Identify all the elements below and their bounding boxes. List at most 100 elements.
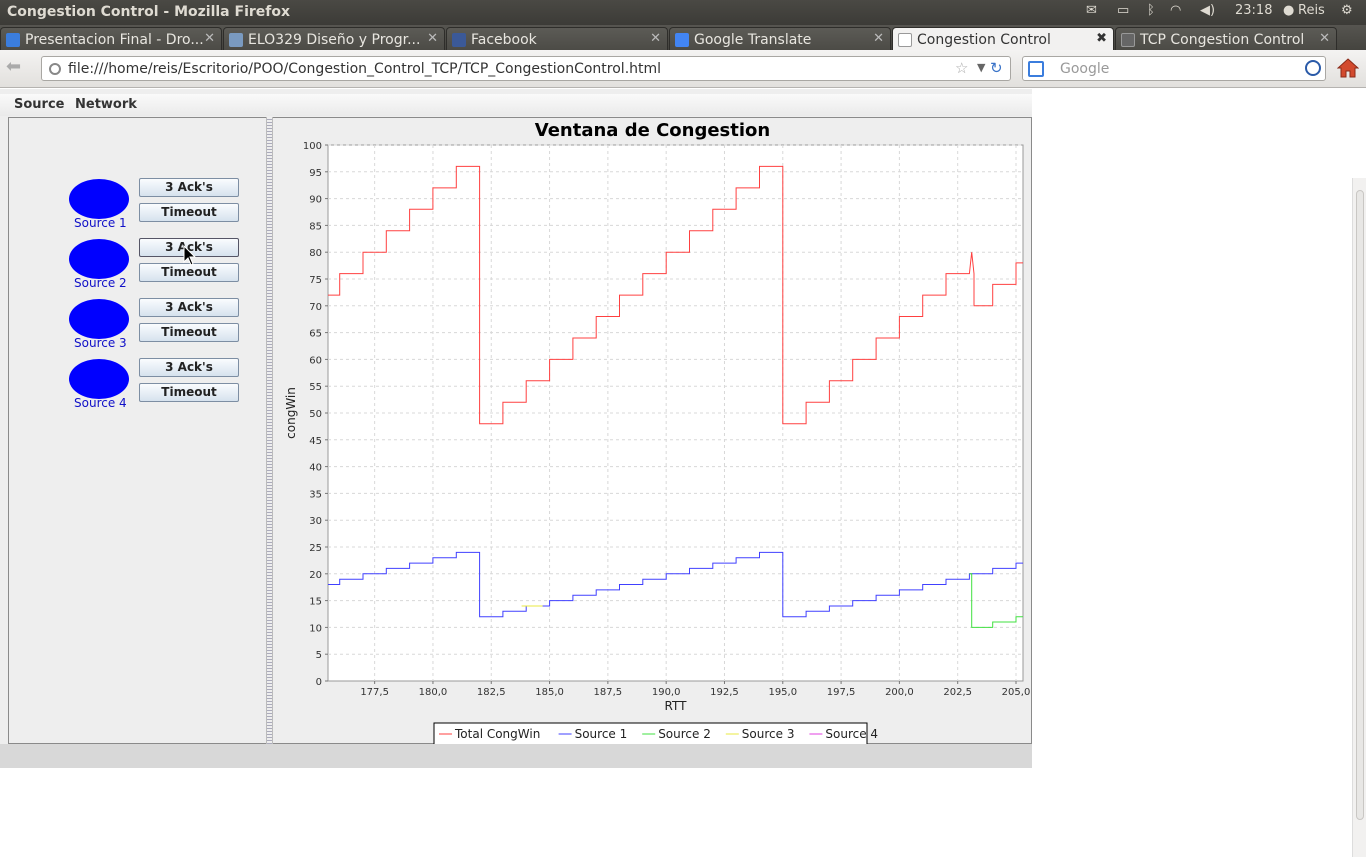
tab-facebook[interactable]: Facebook ✕ — [446, 27, 668, 50]
source-1-timeout-button[interactable]: Timeout — [139, 203, 239, 222]
close-icon[interactable]: ✕ — [650, 31, 661, 46]
chevron-down-icon[interactable]: ▼ — [977, 61, 986, 74]
series-line-1 — [328, 165, 1023, 425]
legend-label: Source 2 — [658, 727, 711, 741]
y-tick-label: 30 — [309, 516, 322, 527]
tab-tcp-congestion-control[interactable]: TCP Congestion Control ✕ — [1115, 27, 1337, 50]
blank-page-icon — [1121, 33, 1135, 47]
menu-network[interactable]: Network — [75, 97, 137, 112]
series-line-3 — [969, 573, 1023, 628]
chart-title: Ventana de Congestion — [534, 120, 771, 141]
source-2-node[interactable] — [69, 239, 129, 279]
x-tick-label: 180,0 — [419, 687, 448, 698]
clock[interactable]: 23:18 — [1235, 3, 1273, 18]
congestion-chart: 0 5 10 15 20 25 30 35 40 45 50 55 60 65 70 75 80 85 90 95 10… — [284, 141, 1030, 745]
source-3-timeout-button[interactable]: Timeout — [139, 323, 239, 342]
y-tick-label: 85 — [309, 221, 322, 232]
mouse-pointer-icon — [183, 245, 197, 266]
close-icon[interactable]: ✕ — [204, 31, 215, 46]
x-tick-label: 177,5 — [360, 687, 389, 698]
vertical-scrollbar[interactable] — [1352, 178, 1366, 857]
split-pane-divider[interactable] — [266, 117, 273, 744]
y-tick-label: 40 — [309, 463, 322, 474]
volume-icon[interactable]: ◀) — [1200, 3, 1216, 18]
close-icon[interactable]: ✕ — [1319, 31, 1330, 46]
search-box[interactable]: Google — [1022, 56, 1326, 81]
mail-icon[interactable]: ✉ — [1086, 3, 1097, 18]
y-tick-label: 25 — [309, 543, 322, 554]
tab-elo329[interactable]: ELO329 Diseño y Progr... ✕ — [223, 27, 445, 50]
source-4-label: Source 4 — [74, 396, 127, 410]
source-1-3acks-button[interactable]: 3 Ack's — [139, 178, 239, 197]
battery-icon[interactable]: ▭ — [1117, 3, 1130, 18]
x-tick-label: 192,5 — [710, 687, 739, 698]
dropbox-icon — [6, 33, 20, 47]
tab-bar: Presentacion Final - Dro... ✕ ELO329 Dise… — [0, 25, 1366, 74]
y-tick-label: 0 — [316, 677, 322, 688]
bluetooth-icon[interactable]: ᛒ — [1147, 3, 1155, 18]
legend-label: Source 4 — [825, 727, 878, 741]
search-icon[interactable] — [1305, 60, 1321, 76]
y-axis-label: congWin — [284, 387, 298, 439]
scrollbar-thumb[interactable] — [1356, 190, 1364, 820]
google-engine-icon[interactable] — [1028, 61, 1044, 77]
source-1-node[interactable] — [69, 179, 129, 219]
site-icon — [229, 33, 243, 47]
tab-label: Presentacion Final - Dro... — [25, 32, 204, 48]
url-bar[interactable]: file:///home/reis/Escritorio/POO/Congest… — [41, 56, 1011, 81]
bookmark-star-icon[interactable]: ☆ — [955, 59, 969, 77]
back-arrow-icon[interactable]: ⬅ — [6, 56, 22, 77]
x-tick-label: 197,5 — [827, 687, 856, 698]
legend-label: Total CongWin — [454, 727, 540, 741]
window-title: Congestion Control - Mozilla Firefox — [7, 4, 291, 20]
search-input[interactable]: Google — [1060, 61, 1110, 77]
legend-label: Source 1 — [575, 727, 628, 741]
facebook-icon — [452, 33, 466, 47]
wifi-icon[interactable]: ◠ — [1170, 3, 1182, 18]
close-icon[interactable]: ✖ — [1096, 31, 1107, 46]
tab-presentacion[interactable]: Presentacion Final - Dro... ✕ — [0, 27, 222, 50]
source-2-timeout-button[interactable]: Timeout — [139, 263, 239, 282]
y-tick-label: 100 — [303, 141, 322, 152]
status-bar — [0, 744, 1032, 768]
y-tick-label: 45 — [309, 436, 322, 447]
user-icon[interactable]: ● — [1283, 3, 1295, 18]
x-tick-label: 190,0 — [652, 687, 681, 698]
y-tick-label: 10 — [309, 623, 322, 634]
y-tick-label: 55 — [309, 382, 322, 393]
menu-source[interactable]: Source — [14, 97, 65, 112]
system-top-bar: Congestion Control - Mozilla Firefox ✉ ▭… — [0, 0, 1366, 25]
y-tick-label: 90 — [309, 195, 322, 206]
tab-label: TCP Congestion Control — [1140, 32, 1305, 48]
page-info-icon[interactable] — [49, 63, 61, 75]
y-tick-label: 75 — [309, 275, 322, 286]
tab-google-translate[interactable]: Google Translate ✕ — [669, 27, 891, 50]
home-icon[interactable] — [1337, 57, 1359, 79]
series-line-2 — [328, 551, 1023, 618]
close-icon[interactable]: ✕ — [873, 31, 884, 46]
y-tick-label: 35 — [309, 489, 322, 500]
y-tick-label: 80 — [309, 248, 322, 259]
y-tick-label: 95 — [309, 168, 322, 179]
source-1-label: Source 1 — [74, 216, 127, 230]
source-3-label: Source 3 — [74, 336, 127, 350]
source-4-node[interactable] — [69, 359, 129, 399]
gear-icon[interactable]: ⚙ — [1341, 3, 1353, 18]
chart-panel: Ventana de Congestion 0 5 10 15 20 25 30 35 40 45… — [273, 117, 1032, 745]
user-name[interactable]: Reis — [1298, 3, 1325, 18]
close-icon[interactable]: ✕ — [427, 31, 438, 46]
y-tick-label: 15 — [309, 597, 322, 608]
legend-label: Source 3 — [742, 727, 795, 741]
source-4-timeout-button[interactable]: Timeout — [139, 383, 239, 402]
x-tick-label: 195,0 — [768, 687, 797, 698]
x-tick-label: 182,5 — [477, 687, 506, 698]
source-4-3acks-button[interactable]: 3 Ack's — [139, 358, 239, 377]
source-3-3acks-button[interactable]: 3 Ack's — [139, 298, 239, 317]
source-3-node[interactable] — [69, 299, 129, 339]
reload-icon[interactable]: ↻ — [990, 59, 1003, 77]
url-text[interactable]: file:///home/reis/Escritorio/POO/Congest… — [68, 61, 662, 77]
tab-congestion-control[interactable]: Congestion Control ✖ — [892, 27, 1114, 50]
x-axis-label: RTT — [665, 699, 688, 713]
y-tick-label: 70 — [309, 302, 322, 313]
y-tick-label: 60 — [309, 355, 322, 366]
